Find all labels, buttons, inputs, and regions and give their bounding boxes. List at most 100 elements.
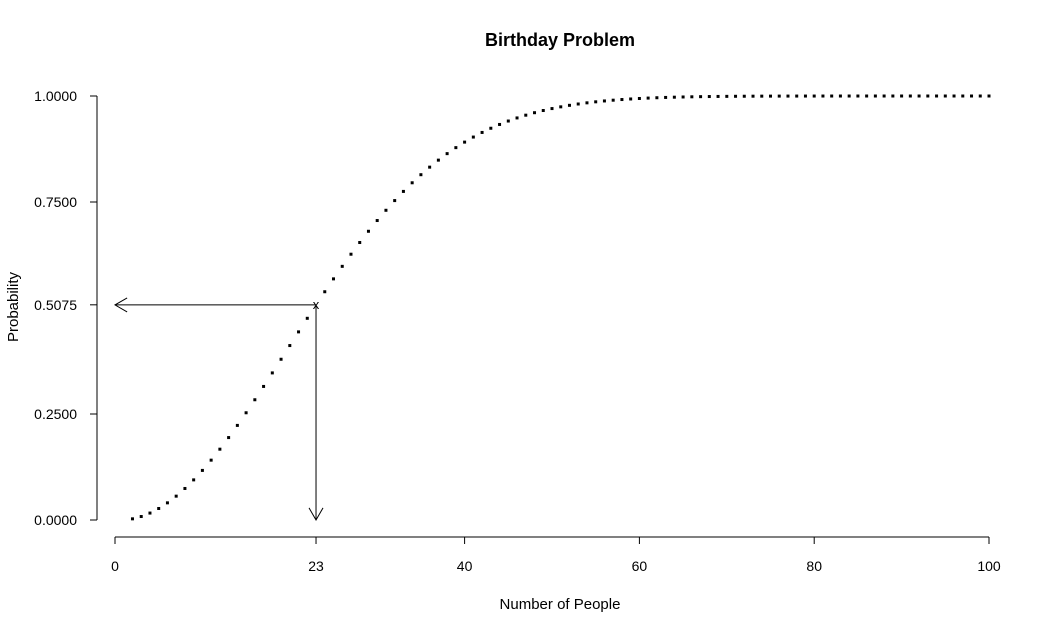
data-point [454, 146, 458, 150]
data-point [672, 95, 676, 99]
data-point [471, 135, 475, 139]
data-point [323, 290, 327, 294]
data-point [926, 94, 930, 98]
data-point [436, 158, 440, 162]
data-point [253, 398, 257, 402]
data-point [428, 165, 432, 169]
data-points [130, 94, 991, 521]
data-point [139, 515, 143, 519]
chart-title: Birthday Problem [485, 30, 635, 50]
y-tick-label: 1.0000 [34, 88, 77, 104]
data-point [550, 107, 554, 111]
data-point [366, 229, 370, 233]
data-point [646, 96, 650, 100]
data-point [262, 384, 266, 388]
annotation-arrow-head [308, 507, 324, 522]
x-tick-label: 60 [632, 558, 648, 574]
data-point [288, 344, 292, 348]
y-tick-label: 0.0000 [34, 512, 77, 528]
data-point [305, 316, 309, 320]
data-point [506, 119, 510, 123]
data-point [480, 130, 484, 134]
data-point [200, 468, 204, 472]
data-point [235, 423, 239, 427]
data-point [279, 357, 283, 361]
data-point [742, 94, 746, 98]
data-point [244, 411, 248, 415]
x-tick-label: 40 [457, 558, 473, 574]
data-point [349, 252, 353, 256]
data-point [970, 94, 974, 98]
y-axis-title: Probability [5, 271, 22, 342]
data-point [935, 94, 939, 98]
data-point [943, 94, 947, 98]
data-point [489, 126, 493, 130]
data-point [637, 96, 641, 100]
data-point [130, 517, 134, 521]
data-point [270, 371, 274, 375]
y-tick-label: 0.7500 [34, 194, 77, 210]
data-point [856, 94, 860, 98]
data-point [873, 94, 877, 98]
data-point [917, 94, 921, 98]
data-point [690, 95, 694, 99]
data-point [541, 109, 545, 113]
data-point [978, 94, 982, 98]
y-axis: 0.0000 0.2500 0.5075 0.7500 1.0000 [34, 88, 98, 528]
data-point [227, 436, 231, 440]
data-point [699, 95, 703, 99]
x-tick-label: 0 [111, 558, 119, 574]
data-point [664, 95, 668, 99]
data-point [847, 94, 851, 98]
data-point [567, 103, 571, 107]
data-point [594, 100, 598, 104]
y-tick-label: 0.2500 [34, 406, 77, 422]
data-point [629, 97, 633, 101]
data-point [812, 94, 816, 98]
data-point [174, 494, 178, 498]
data-point [576, 102, 580, 106]
data-point [419, 173, 423, 177]
data-point [716, 94, 720, 98]
data-point [821, 94, 825, 98]
data-point [865, 94, 869, 98]
data-point [209, 458, 213, 462]
x-tick-label: 23 [308, 558, 324, 574]
data-point [803, 94, 807, 98]
data-point [524, 113, 528, 117]
data-point [410, 181, 414, 185]
data-point [777, 94, 781, 98]
x-tick-label: 100 [977, 558, 1001, 574]
data-point [751, 94, 755, 98]
data-point [384, 208, 388, 212]
data-point [655, 96, 659, 100]
data-point [786, 94, 790, 98]
data-point [952, 94, 956, 98]
data-point [611, 98, 615, 102]
data-point [445, 152, 449, 156]
data-point [533, 111, 537, 115]
data-point [148, 511, 152, 515]
data-point [401, 189, 405, 193]
data-point [882, 94, 886, 98]
data-point [340, 264, 344, 268]
data-point [987, 94, 991, 98]
data-point [463, 140, 467, 144]
data-point [192, 478, 196, 482]
data-point [769, 94, 772, 98]
data-point [375, 219, 379, 223]
marker-point: x [313, 297, 320, 312]
data-point [900, 94, 904, 98]
data-point [585, 101, 589, 105]
annotations: x [113, 297, 324, 522]
data-point [602, 99, 606, 103]
y-tick-label: 0.5075 [34, 297, 77, 313]
data-point [183, 486, 187, 490]
data-point [393, 199, 397, 203]
data-point [515, 116, 519, 120]
data-point [908, 94, 912, 98]
data-point [358, 241, 362, 245]
data-point [725, 94, 729, 98]
data-point [734, 94, 738, 98]
